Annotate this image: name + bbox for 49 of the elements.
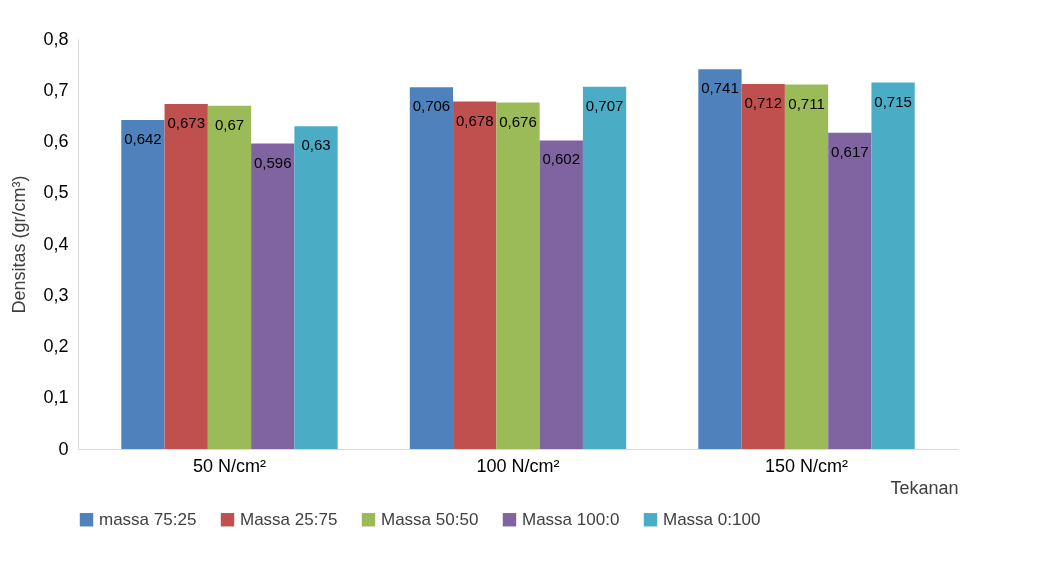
data-label: 0,706 [412, 97, 451, 115]
bar [582, 86, 627, 449]
legend-label: Massa 25:75 [240, 509, 338, 529]
y-tick-label: 0 [58, 438, 69, 459]
y-tick-label: 0,3 [43, 284, 69, 305]
bar [409, 87, 454, 449]
bar [871, 82, 915, 449]
y-tick-label: 0,2 [43, 336, 69, 356]
y-tick-label: 0,4 [43, 233, 69, 254]
bar [784, 84, 829, 449]
x-tick-label: 50 N/cm² [192, 455, 266, 476]
bar [164, 104, 208, 449]
bar [251, 143, 295, 449]
y-axis-title: Densitas (gr/cm³) [9, 175, 30, 314]
data-label: 0,642 [124, 129, 162, 147]
legend-label: Massa 0:100 [663, 509, 761, 529]
data-label: 0,712 [744, 94, 783, 112]
bar [207, 105, 252, 449]
y-tick-label: 0,1 [43, 387, 69, 408]
x-tick-label: 100 N/cm² [476, 455, 560, 476]
x-axis-title: Tekanan [890, 477, 959, 498]
bar [496, 102, 540, 449]
data-label: 0,741 [701, 79, 739, 97]
data-label: 0,602 [542, 150, 581, 168]
data-label: 0,673 [167, 114, 205, 132]
x-tick-label: 150 N/cm² [765, 455, 849, 476]
bar [698, 69, 742, 449]
data-label: 0,617 [831, 142, 869, 160]
bar [741, 84, 785, 449]
legend-label: Massa 50:50 [381, 509, 479, 529]
legend-label: massa 75:25 [99, 509, 197, 529]
data-label: 0,67 [214, 115, 245, 133]
y-tick-label: 0,7 [43, 79, 69, 100]
bar [539, 140, 583, 449]
data-label: 0,707 [585, 96, 624, 114]
bar [828, 132, 872, 449]
y-tick-label: 0,5 [43, 182, 69, 203]
bar [121, 119, 165, 449]
data-label: 0,676 [499, 112, 537, 130]
data-label: 0,678 [455, 111, 494, 129]
data-label: 0,63 [301, 136, 331, 154]
bar [453, 101, 497, 449]
bar [294, 126, 338, 449]
data-label: 0,711 [788, 94, 825, 112]
legend-label: Massa 100:0 [522, 509, 620, 529]
data-label: 0,596 [253, 153, 292, 171]
data-label: 0,715 [874, 92, 912, 110]
y-tick-label: 0,8 [43, 28, 69, 49]
y-tick-label: 0,6 [43, 131, 69, 151]
